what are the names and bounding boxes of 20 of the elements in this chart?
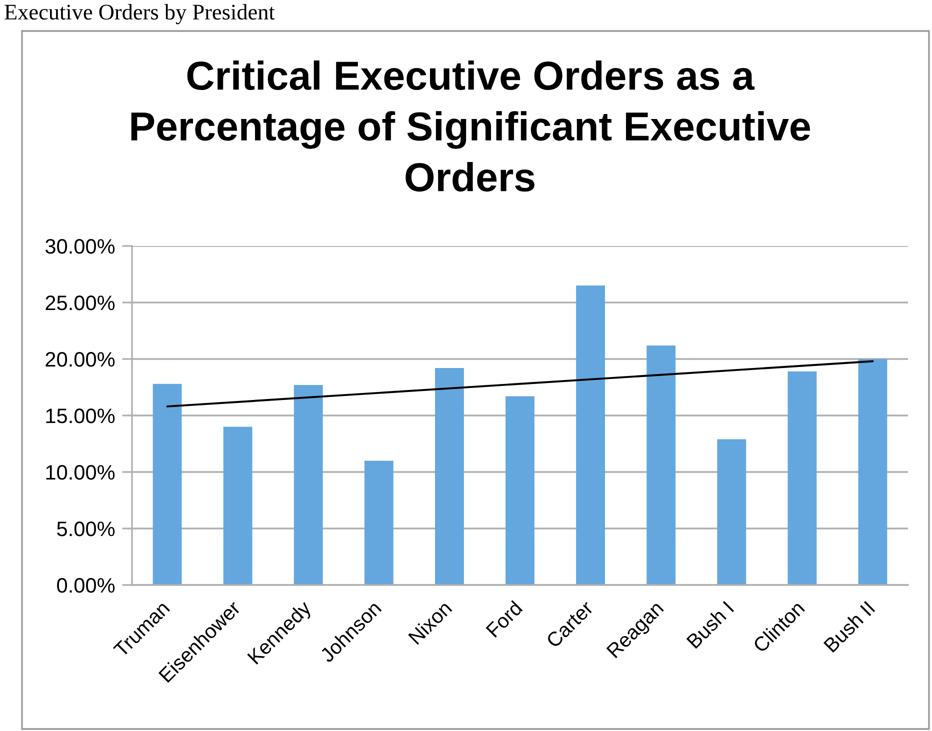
bar [858,359,888,585]
bar [223,426,252,585]
bar [788,371,817,585]
bar [576,286,606,585]
bar [152,384,182,585]
y-tick-label: 0.00% [57,578,115,593]
chart-title: Critical Executive Orders as a Percentage of Significant Executive Orders [131,60,810,192]
y-tick-label: 25.00% [46,296,115,310]
bar [364,460,394,585]
bar [294,384,323,585]
bar [434,368,464,585]
bar [717,439,746,585]
text: Executive Orders by President [4,4,275,24]
y-tick-label: 5.00% [57,522,115,536]
y-tick-label: 20.00% [46,352,115,367]
bar [646,345,676,585]
y-tick-label: 10.00% [46,465,115,480]
bar [506,396,534,585]
y-tick-label: 30.00% [45,239,115,254]
y-tick-label: 15.00% [46,408,115,424]
